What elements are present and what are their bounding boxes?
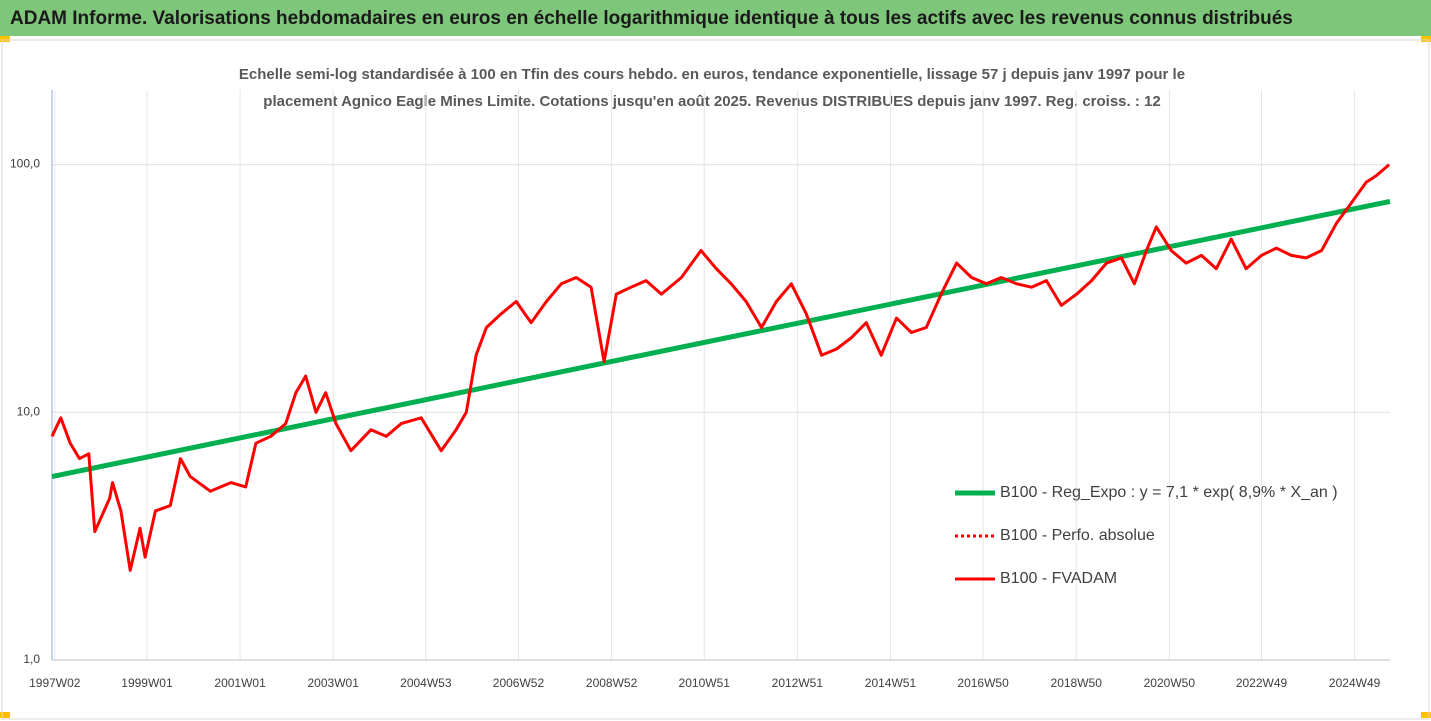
x-tick-label: 2003W01 — [308, 676, 360, 690]
x-tick-label: 2004W53 — [400, 676, 452, 690]
frame — [1, 39, 1430, 720]
subtitle: placement Agnico Eagle Mines Limite. Cot… — [263, 93, 1160, 110]
x-tick-label: 2022W49 — [1236, 676, 1288, 690]
y-tick-label: 10,0 — [17, 404, 41, 418]
corner — [1421, 712, 1431, 718]
subtitle: Echelle semi-log standardisée à 100 en T… — [239, 66, 1185, 83]
legend-label: B100 - Reg_Expo : y = 7,1 * exp( 8,9% * … — [1000, 484, 1338, 501]
x-tick-label: 2008W52 — [586, 676, 638, 690]
series-line — [50, 163, 1391, 572]
corner — [1421, 36, 1431, 42]
legend-label: B100 - Perfo. absolue — [1000, 527, 1155, 544]
x-tick-label: 1999W01 — [121, 676, 173, 690]
legend-label: B100 - FVADAM — [1000, 570, 1117, 587]
x-tick-label: 2010W51 — [679, 676, 731, 690]
x-tick-label: 2018W50 — [1051, 676, 1103, 690]
x-tick-label: 2016W50 — [957, 676, 1009, 690]
header-bar — [0, 0, 1431, 36]
y-tick-label: 1,0 — [23, 652, 40, 666]
corner — [0, 712, 10, 718]
chart-title: ADAM Informe. Valorisations hebdomadaire… — [10, 8, 1293, 29]
x-tick-label: 2014W51 — [865, 676, 917, 690]
x-tick-label: 2020W50 — [1144, 676, 1196, 690]
x-tick-label: 2006W52 — [493, 676, 545, 690]
x-tick-label: 1997W02 — [29, 676, 81, 690]
x-tick-label: 2024W49 — [1329, 676, 1381, 690]
corner — [0, 36, 10, 42]
x-tick-label: 2001W01 — [214, 676, 266, 690]
x-tick-label: 2012W51 — [772, 676, 824, 690]
series-line — [51, 198, 1391, 480]
y-tick-label: 100,0 — [10, 157, 40, 171]
